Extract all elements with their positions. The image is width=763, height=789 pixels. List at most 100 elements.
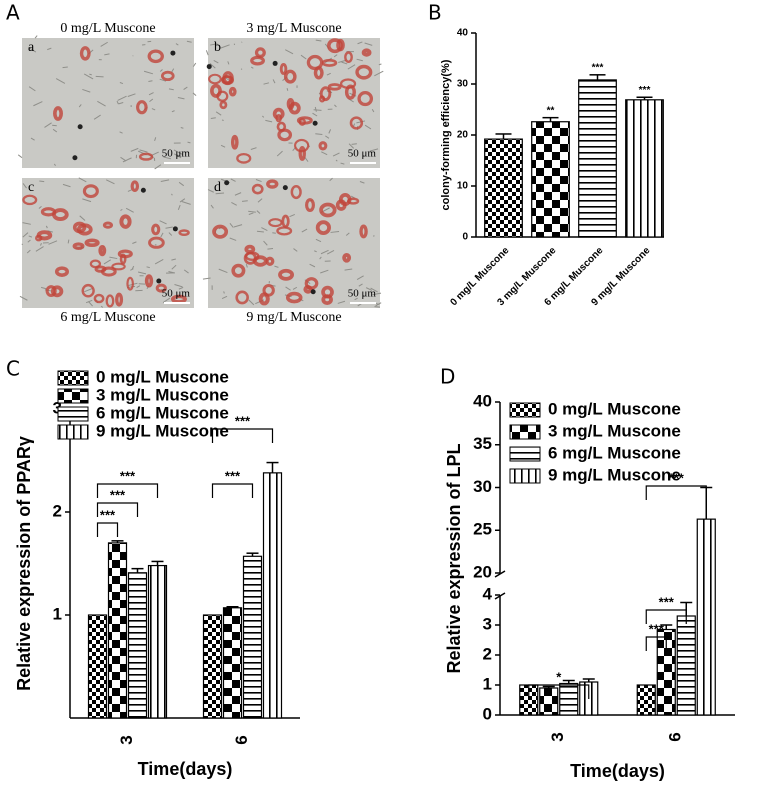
x-tick-label: 6 [232, 735, 251, 744]
cell-texture [127, 93, 136, 97]
cell-texture [39, 180, 45, 183]
lipid-droplet [115, 292, 124, 307]
lipid-droplet [102, 221, 114, 229]
axis-break [494, 570, 506, 578]
cell-texture [146, 266, 150, 269]
cell-texture [230, 178, 236, 182]
bar [539, 687, 559, 716]
significance: *** [100, 507, 116, 522]
cell-texture [173, 149, 183, 155]
cell-texture [119, 82, 124, 85]
lipid-droplet [349, 116, 364, 130]
cell-texture [122, 157, 132, 163]
cell-texture [210, 117, 216, 120]
y-tick-label: 1 [53, 604, 62, 623]
lipid-droplet [296, 116, 313, 125]
cell-texture [22, 232, 29, 238]
cell-texture [27, 239, 31, 243]
lipid-droplet [344, 51, 353, 64]
cell-texture [151, 151, 159, 156]
lipid-droplet [160, 70, 175, 82]
cell-texture [356, 58, 363, 62]
cell-texture [315, 133, 323, 136]
x-tick-label: 3 [548, 732, 567, 741]
cell-texture [136, 285, 141, 288]
lipid-droplet [81, 283, 95, 298]
lipid-droplet [281, 214, 290, 228]
lipid-droplet [313, 66, 324, 80]
lipid-droplet [72, 242, 85, 250]
bar [222, 607, 243, 719]
bar [262, 472, 283, 719]
lipid-droplet [298, 145, 306, 161]
y-tick-label: 20 [457, 130, 469, 141]
cell-texture [215, 192, 225, 195]
cell-texture [192, 62, 197, 67]
y-tick-label: 25 [473, 520, 492, 539]
lipid-droplet [151, 223, 161, 236]
cell-texture [334, 104, 337, 108]
cell-texture [40, 242, 42, 246]
cell-texture [210, 204, 214, 209]
cell-texture [22, 183, 27, 189]
cell-texture [116, 100, 119, 105]
bar [242, 555, 263, 719]
y-tick-label: 2 [483, 644, 492, 663]
bar [127, 572, 148, 719]
cell-texture [263, 240, 268, 246]
lipid-droplet [72, 221, 87, 234]
debris [156, 278, 162, 284]
cell-texture [127, 189, 132, 192]
cell-texture [52, 128, 58, 133]
cell-texture [47, 47, 52, 51]
significance: *** [639, 85, 651, 96]
cell-texture [320, 249, 329, 255]
cell-texture [205, 50, 209, 56]
legend-swatch [509, 446, 541, 462]
debris [77, 124, 83, 130]
image-caption: 9 mg/L Muscone [246, 310, 341, 325]
lipid-droplet [252, 255, 268, 267]
cell-texture [186, 40, 192, 43]
cell-texture [354, 297, 358, 301]
legend-swatch [57, 388, 89, 404]
cell-texture [183, 269, 189, 274]
cell-texture [223, 291, 225, 294]
lipid-droplet [210, 83, 222, 98]
y-axis-title: Relative expression of PPARγ [14, 436, 34, 691]
cell-texture [62, 183, 71, 188]
cell-texture [356, 275, 364, 281]
cell-texture [337, 300, 346, 304]
cell-texture [369, 148, 379, 152]
cell-texture [62, 66, 68, 69]
lipid-droplet [327, 83, 342, 91]
lipid-droplet [126, 276, 134, 291]
debris [172, 226, 178, 232]
lipid-droplet [119, 214, 132, 229]
lipid-droplet [212, 224, 229, 239]
bar [559, 682, 579, 716]
lipid-droplet [219, 100, 228, 110]
debris [224, 180, 230, 186]
lipid-droplet [208, 73, 222, 85]
significance-bracket [528, 684, 590, 699]
cell-texture [374, 306, 381, 308]
cell-texture [285, 49, 294, 55]
cell-texture [109, 256, 118, 260]
lipid-droplet [84, 238, 100, 248]
cell-texture [48, 240, 58, 245]
lipid-droplet [105, 294, 115, 308]
cell-texture [272, 232, 276, 234]
cell-texture [301, 228, 308, 233]
cell-texture [326, 250, 335, 255]
y-tick-label: 0 [483, 704, 492, 723]
lipid-droplet [130, 180, 140, 193]
cell-texture [292, 286, 298, 290]
y-tick-label: 30 [473, 477, 492, 496]
bar [107, 542, 128, 719]
cell-texture [130, 147, 139, 152]
cell-texture [179, 198, 186, 203]
scale-label: 50 μm [348, 148, 377, 160]
lipid-droplet [94, 265, 107, 273]
cell-texture [26, 249, 31, 254]
